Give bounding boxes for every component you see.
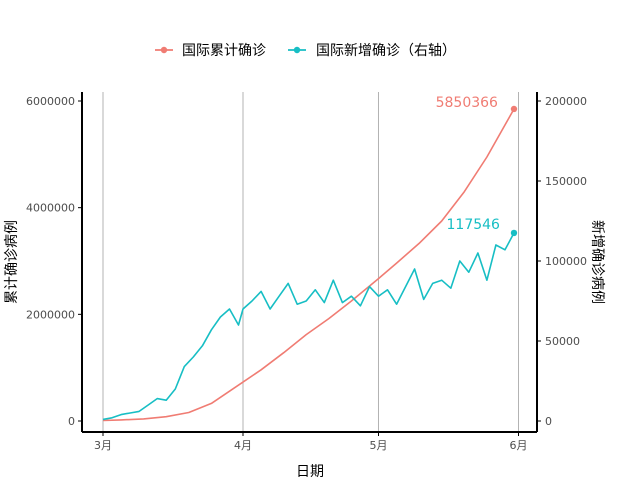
legend-label: 国际累计确诊 [182,43,266,59]
y-left-tick-label: 2000000 [26,308,75,321]
x-tick-label: 5月 [369,439,387,452]
series-end-point [510,229,518,237]
y-axis-left-title: 累计确诊病例 [4,220,20,304]
y-left-tick-label: 6000000 [26,95,75,108]
x-tick-label: 6月 [510,439,528,452]
series-layer [102,105,518,422]
y-right-tick-label: 50000 [545,335,580,348]
legend-label: 国际新增确诊（右轴） [316,43,456,59]
end-label-cumulative: 5850366 [436,95,498,111]
end-labels: 5850366 117546 [436,95,500,233]
y-left-tick-label: 0 [68,415,75,428]
series-line-cumulative [102,108,515,422]
y-right-tick-label: 100000 [545,255,587,268]
y-right-tick-label: 0 [545,415,552,428]
y-axis-right-title: 新增确诊病例 [589,220,605,304]
x-tick-label: 3月 [94,439,112,452]
gridlines [102,92,519,432]
legend: 国际累计确诊 国际新增确诊（右轴） [155,43,456,59]
series-line-daily [102,232,515,421]
y-right-tick-label: 200000 [545,95,587,108]
x-tick-label: 4月 [234,439,252,452]
legend-item: 国际新增确诊（右轴） [288,43,456,59]
legend-key-point [160,46,168,54]
y-left-tick-label: 4000000 [26,202,75,215]
axes: 3月 4月 5月 6月 0 2000000 4000000 6000000 0 50000 1000… [26,92,587,452]
legend-item: 国际累计确诊 [155,43,266,59]
y-right-tick-label: 150000 [545,175,587,188]
series-end-point [510,105,518,113]
legend-key-point [293,46,301,54]
x-axis-title: 日期 [296,464,324,480]
end-label-daily: 117546 [447,217,501,233]
